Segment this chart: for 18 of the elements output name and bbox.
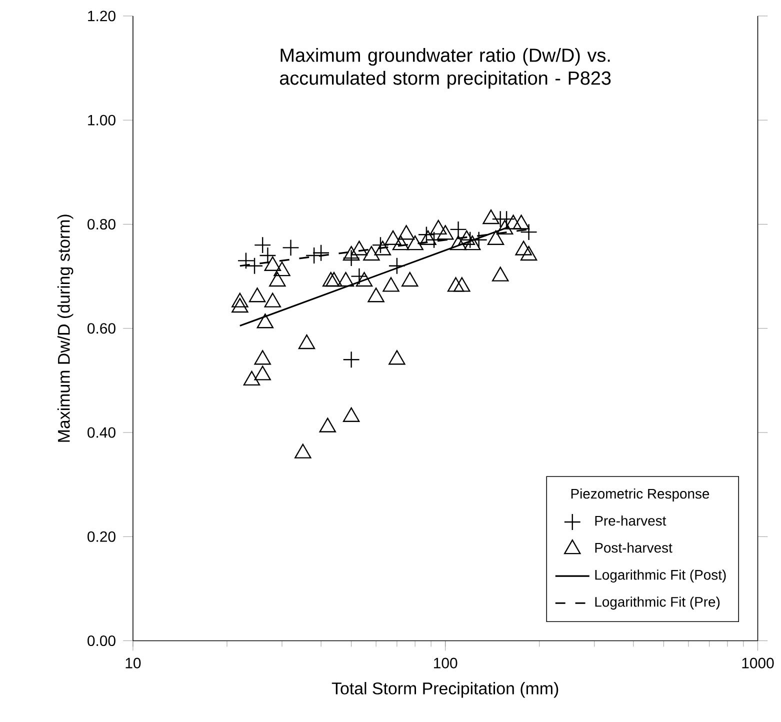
legend-label: Post-harvest [595,542,672,553]
y-tick-label: 1.00 [88,114,116,126]
legend-label: Logarithmic Fit (Pre) [595,596,720,610]
y-tick-label: 1.20 [88,10,116,22]
legend-title: Piezometric Response [571,488,710,502]
x-axis-title: Total Storm Precipitation (mm) [332,682,558,698]
legend-label: Pre-harvest [595,516,666,526]
x-tick-label: 100 [434,658,458,668]
y-tick-label: 0.60 [88,323,116,334]
y-axis-title: Maximum Dw/D (during storm) [57,214,74,442]
y-tick-label: 0.00 [88,636,116,646]
x-tick-label: 10 [126,658,141,668]
x-tick-label: 1000 [742,658,774,668]
y-tick-label: 0.20 [88,531,116,542]
y-tick-label: 0.40 [88,427,116,438]
y-tick-label: 0.80 [88,219,116,230]
text: Maximum groundwater ratio (Dw/D) vs. accumulated storm precipitation - P823 [280,48,611,89]
legend-label: Logarithmic Fit (Post) [595,570,726,583]
